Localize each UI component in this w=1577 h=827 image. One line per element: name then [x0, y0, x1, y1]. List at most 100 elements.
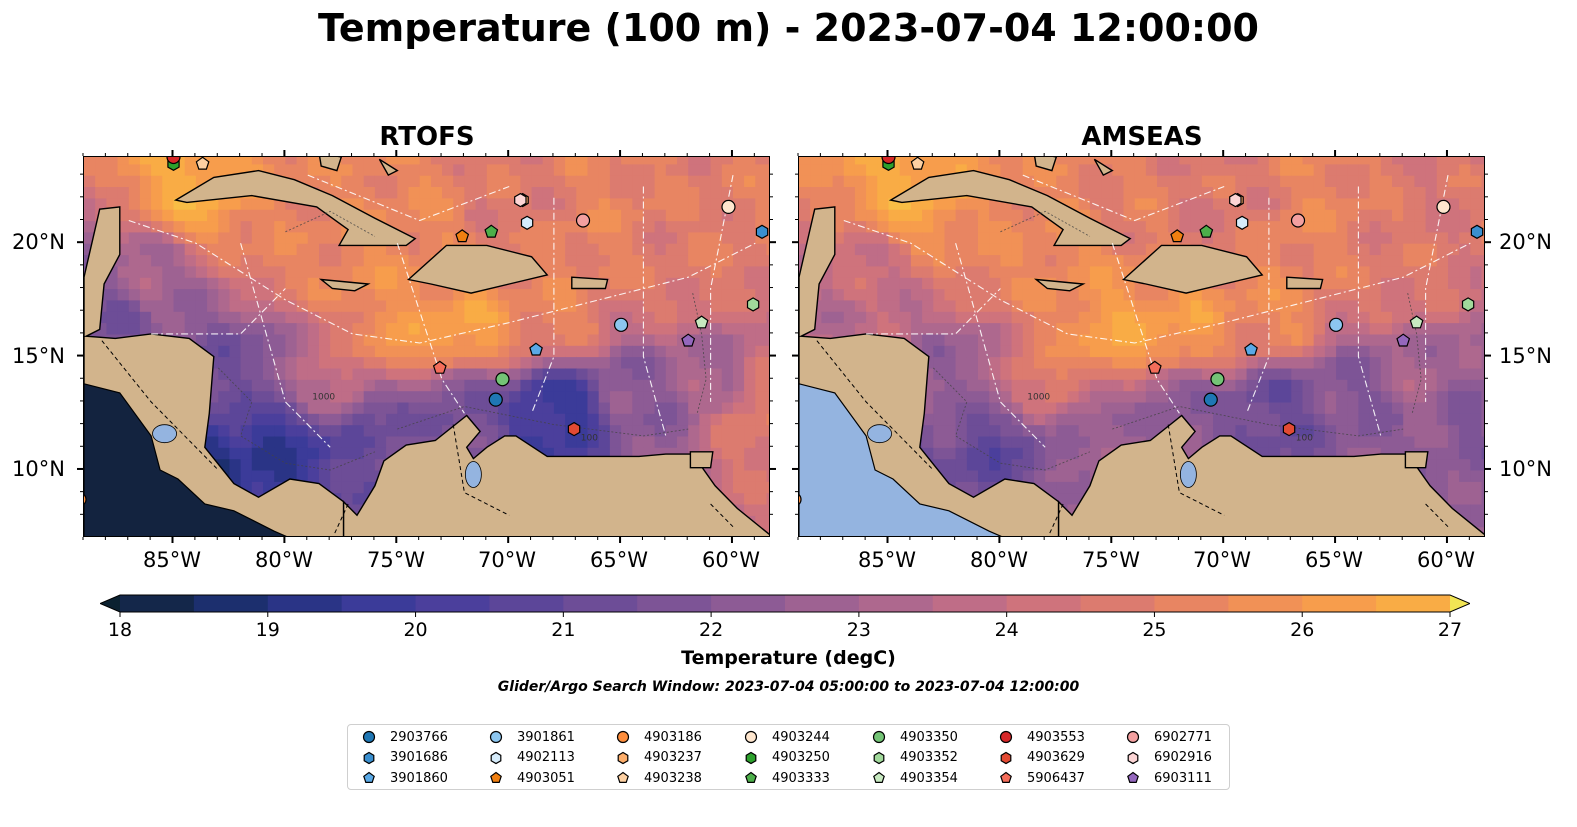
lon-label-70w-rtofs: 70°W — [478, 548, 536, 572]
float-marker-5906437 — [432, 360, 447, 374]
legend-label: 5906437 — [1027, 770, 1085, 786]
legend-label: 4903350 — [900, 729, 958, 745]
legend-item-4902113: 4902113 — [489, 748, 575, 768]
contour-label-100: 100 — [1296, 433, 1313, 443]
legend-item-3901686: 3901686 — [362, 748, 448, 768]
lat-label-15n-right: 15°N — [1499, 344, 1552, 368]
colorbar-bin — [1376, 595, 1451, 612]
lon-label-60w-amseas: 60°W — [1417, 548, 1475, 572]
colorbar-bin — [1080, 595, 1155, 612]
float-marker-4903051 — [455, 229, 470, 243]
legend-label: 4903352 — [900, 750, 958, 765]
float-legend: 2903766 3901686 3901860 3901861 4902113 49030… — [347, 724, 1230, 790]
lon-label-85w-rtofs: 85°W — [143, 548, 201, 572]
legend-label: 6903111 — [1154, 770, 1212, 786]
pentagon-marker-icon — [873, 771, 885, 783]
legend-item-6903111: 6903111 — [1126, 768, 1212, 788]
lat-label-20n-left: 20°N — [12, 230, 65, 254]
colorbar-tick-label-19: 19 — [256, 619, 280, 641]
float-marker-4903350 — [1210, 372, 1225, 387]
legend-label: 6902916 — [1154, 750, 1212, 765]
legend-label: 3901686 — [390, 750, 448, 765]
float-marker-4902113 — [1235, 215, 1249, 230]
float-marker-4903186 — [799, 493, 802, 505]
circle-marker-icon — [489, 730, 503, 744]
float-marker-6902771 — [1290, 213, 1306, 228]
lon-label-75w-amseas: 75°W — [1082, 548, 1140, 572]
legend-item-6902771: 6902771 — [1126, 727, 1212, 747]
eez-lines — [843, 174, 1471, 448]
float-marker-4903553 — [166, 157, 181, 165]
legend-label: 2903766 — [390, 729, 448, 745]
float-marker-4903186 — [84, 493, 87, 505]
legend-item-4903186: 4903186 — [616, 727, 702, 747]
float-marker-5906437 — [1147, 360, 1162, 374]
lon-label-70w-amseas: 70°W — [1193, 548, 1251, 572]
colorbar-extend-high — [1450, 595, 1470, 612]
legend-item-4903237: 4903237 — [616, 748, 702, 768]
float-marker-4903629 — [1282, 421, 1296, 437]
colorbar-bin — [1006, 595, 1082, 612]
legend-item-4903333: 4903333 — [744, 768, 830, 788]
legend-item-3901861: 3901861 — [489, 727, 575, 747]
legend-label: 4903186 — [644, 729, 702, 745]
lon-label-65w-rtofs: 65°W — [590, 548, 648, 572]
colorbar-extend-low — [100, 595, 120, 612]
float-marker-3901686 — [1470, 224, 1484, 239]
float-marker-4903354 — [694, 315, 709, 329]
float-markers — [799, 157, 1484, 505]
pentagon-marker-icon — [1127, 771, 1139, 783]
float-markers — [84, 157, 769, 505]
colorbar-bin — [711, 595, 786, 612]
pentagon-marker-icon — [1000, 771, 1012, 783]
country-borders — [816, 340, 1449, 534]
hexagon-marker-icon — [363, 751, 375, 764]
colorbar-bin — [1228, 595, 1303, 612]
colorbar-tick-label-18: 18 — [108, 619, 132, 641]
float-marker-3901860 — [1244, 342, 1258, 356]
circle-marker-icon — [999, 730, 1013, 744]
float-marker-4903051 — [1170, 229, 1185, 243]
colorbar: 18 19 20 21 22 23 24 25 26 27 — [100, 594, 1470, 641]
contour-label-100: 100 — [581, 433, 598, 443]
legend-item-2903766: 2903766 — [362, 727, 448, 747]
legend-item-5906437: 5906437 — [999, 768, 1085, 788]
lon-label-80w-amseas: 80°W — [970, 548, 1028, 572]
lon-label-60w-rtofs: 60°W — [702, 548, 760, 572]
legend-item-6902916: 6902916 — [1126, 748, 1212, 768]
colorbar-bin — [637, 595, 712, 612]
hexagon-marker-icon — [490, 751, 502, 764]
colorbar-label: Temperature (degC) — [681, 647, 896, 669]
lat-label-10n-left: 10°N — [12, 457, 65, 481]
lake-maracaibo — [1179, 461, 1197, 488]
lake-nicaragua — [152, 424, 177, 444]
float-marker-2903766 — [1203, 392, 1218, 407]
float-marker-4903244 — [1436, 199, 1451, 214]
lon-label-65w-amseas: 65°W — [1305, 548, 1363, 572]
legend-item-4903553: 4903553 — [999, 727, 1085, 747]
legend-item-4903629: 4903629 — [999, 748, 1085, 768]
legend-item-4903250: 4903250 — [744, 748, 830, 768]
legend-item-4903352: 4903352 — [872, 748, 958, 768]
colorbar-bin — [489, 595, 564, 612]
pentagon-marker-icon — [617, 771, 629, 783]
search-window-caption: Glider/Argo Search Window: 2023-07-04 05… — [497, 679, 1080, 695]
float-marker-4903333 — [484, 224, 499, 238]
hexagon-marker-icon — [617, 751, 629, 764]
lake-nicaragua — [867, 424, 892, 444]
legend-item-4903051: 4903051 — [489, 768, 575, 788]
hexagon-marker-icon — [873, 751, 885, 764]
colorbar-tick-label-20: 20 — [403, 619, 427, 641]
lat-label-15n-left: 15°N — [12, 344, 65, 368]
colorbar-bin — [1154, 595, 1229, 612]
legend-label: 4903244 — [772, 729, 830, 745]
map-panel-rtofs: 1000 100 — [83, 156, 770, 537]
hexagon-marker-icon — [1000, 751, 1012, 764]
legend-label: 4903250 — [772, 750, 830, 765]
legend-label: 4903333 — [772, 770, 830, 786]
float-marker-6903111 — [681, 333, 696, 347]
axis-ticks — [77, 150, 1491, 543]
colorbar-tick-label-21: 21 — [551, 619, 575, 641]
colorbar-bin — [415, 595, 490, 612]
legend-label: 4903553 — [1027, 729, 1085, 745]
